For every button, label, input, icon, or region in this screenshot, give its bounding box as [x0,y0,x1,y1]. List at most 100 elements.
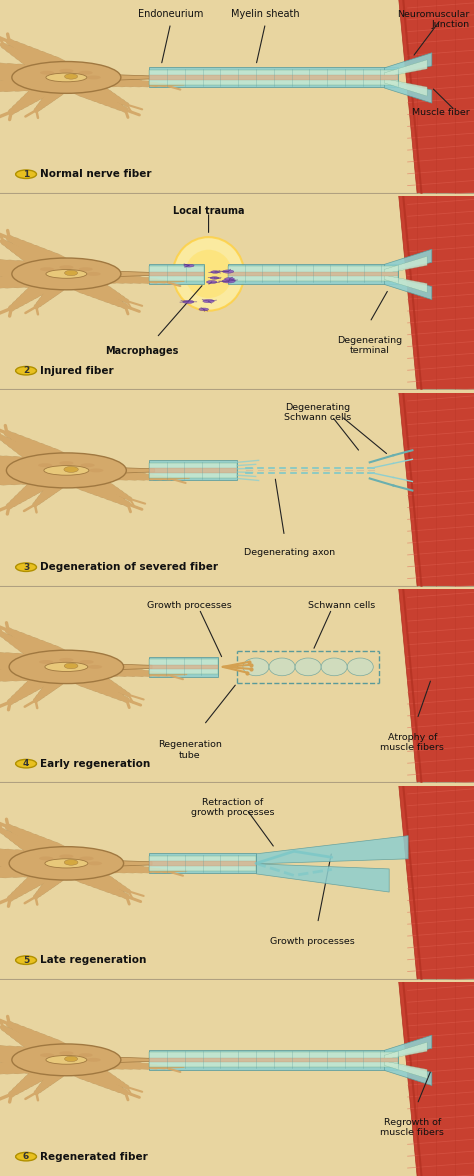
Text: Growth processes: Growth processes [147,601,232,610]
Ellipse shape [199,308,209,310]
Ellipse shape [243,659,269,676]
Polygon shape [149,657,218,677]
Polygon shape [398,389,474,590]
Polygon shape [149,263,204,283]
Polygon shape [149,861,256,866]
Ellipse shape [12,258,121,289]
Polygon shape [149,660,218,674]
Ellipse shape [45,662,88,671]
Ellipse shape [210,276,219,279]
Ellipse shape [79,71,93,74]
Ellipse shape [185,249,232,298]
Polygon shape [398,978,474,1176]
Circle shape [16,760,36,768]
Text: Regenerated fiber: Regenerated fiber [40,1151,148,1162]
Ellipse shape [45,858,88,868]
Text: Muscle fiber: Muscle fiber [411,108,469,116]
Text: Endoneurium: Endoneurium [138,9,203,19]
Ellipse shape [210,270,219,273]
Polygon shape [149,856,256,871]
Ellipse shape [203,300,214,302]
Text: 1: 1 [23,169,29,179]
Circle shape [64,74,78,79]
Polygon shape [149,854,256,874]
Ellipse shape [46,1056,87,1064]
Ellipse shape [59,69,73,73]
Circle shape [64,467,78,473]
Polygon shape [149,67,398,87]
Text: Degenerating
Schwann cells: Degenerating Schwann cells [284,402,351,422]
Ellipse shape [86,272,101,276]
Polygon shape [149,75,398,80]
Ellipse shape [184,265,194,267]
Polygon shape [110,270,149,276]
Ellipse shape [12,1044,121,1076]
Polygon shape [112,664,152,670]
Text: 2: 2 [23,366,29,375]
Polygon shape [398,782,474,983]
Circle shape [16,171,36,179]
Text: Degenerating axon: Degenerating axon [244,548,335,556]
Polygon shape [110,74,149,80]
Circle shape [16,956,36,964]
Ellipse shape [6,453,126,488]
Polygon shape [149,468,237,473]
Ellipse shape [89,468,103,473]
Text: Local trauma: Local trauma [173,206,244,216]
Ellipse shape [269,659,295,676]
Text: Degenerating
terminal: Degenerating terminal [337,336,402,355]
Text: Myelin sheath: Myelin sheath [231,9,300,19]
Polygon shape [110,1057,149,1063]
Ellipse shape [46,73,87,82]
Circle shape [64,860,78,866]
Text: Atrophy of
muscle fibers: Atrophy of muscle fibers [381,733,444,753]
Ellipse shape [80,660,94,664]
Polygon shape [149,1050,398,1070]
Ellipse shape [88,664,102,669]
Ellipse shape [9,847,124,880]
Ellipse shape [12,61,121,93]
Polygon shape [398,193,474,394]
Text: Regeneration
tube: Regeneration tube [158,741,221,760]
Text: Regrowth of
muscle fibers: Regrowth of muscle fibers [381,1118,444,1137]
Ellipse shape [46,269,87,279]
Ellipse shape [222,279,235,283]
Polygon shape [149,69,398,85]
Ellipse shape [38,463,52,467]
Circle shape [16,367,36,375]
Text: 4: 4 [23,760,29,768]
Text: Neuromuscular
Junction: Neuromuscular Junction [397,9,469,29]
Polygon shape [149,664,218,669]
Polygon shape [228,267,398,281]
Ellipse shape [79,267,93,272]
Circle shape [64,663,78,669]
Polygon shape [228,263,398,283]
Ellipse shape [81,463,95,467]
Ellipse shape [295,659,321,676]
Ellipse shape [40,1054,54,1057]
Polygon shape [149,267,204,281]
Polygon shape [114,468,155,473]
Ellipse shape [39,660,53,664]
Ellipse shape [40,267,54,272]
Ellipse shape [80,856,94,861]
Text: Macrophages: Macrophages [106,346,179,355]
Ellipse shape [59,657,73,662]
Polygon shape [149,272,204,276]
Text: 5: 5 [23,956,29,964]
Ellipse shape [59,855,73,858]
Text: Injured fiber: Injured fiber [40,366,114,375]
Ellipse shape [182,300,194,303]
Text: Retraction of
growth processes: Retraction of growth processes [191,797,274,817]
Ellipse shape [207,281,217,283]
Ellipse shape [173,238,244,310]
Text: Late regeneration: Late regeneration [40,955,146,965]
Ellipse shape [222,270,234,273]
Ellipse shape [347,659,374,676]
Polygon shape [149,460,237,481]
Ellipse shape [59,1051,73,1055]
Text: Normal nerve fiber: Normal nerve fiber [40,169,152,179]
Polygon shape [398,586,474,787]
Circle shape [64,270,78,275]
Text: Schwann cells: Schwann cells [308,601,375,610]
